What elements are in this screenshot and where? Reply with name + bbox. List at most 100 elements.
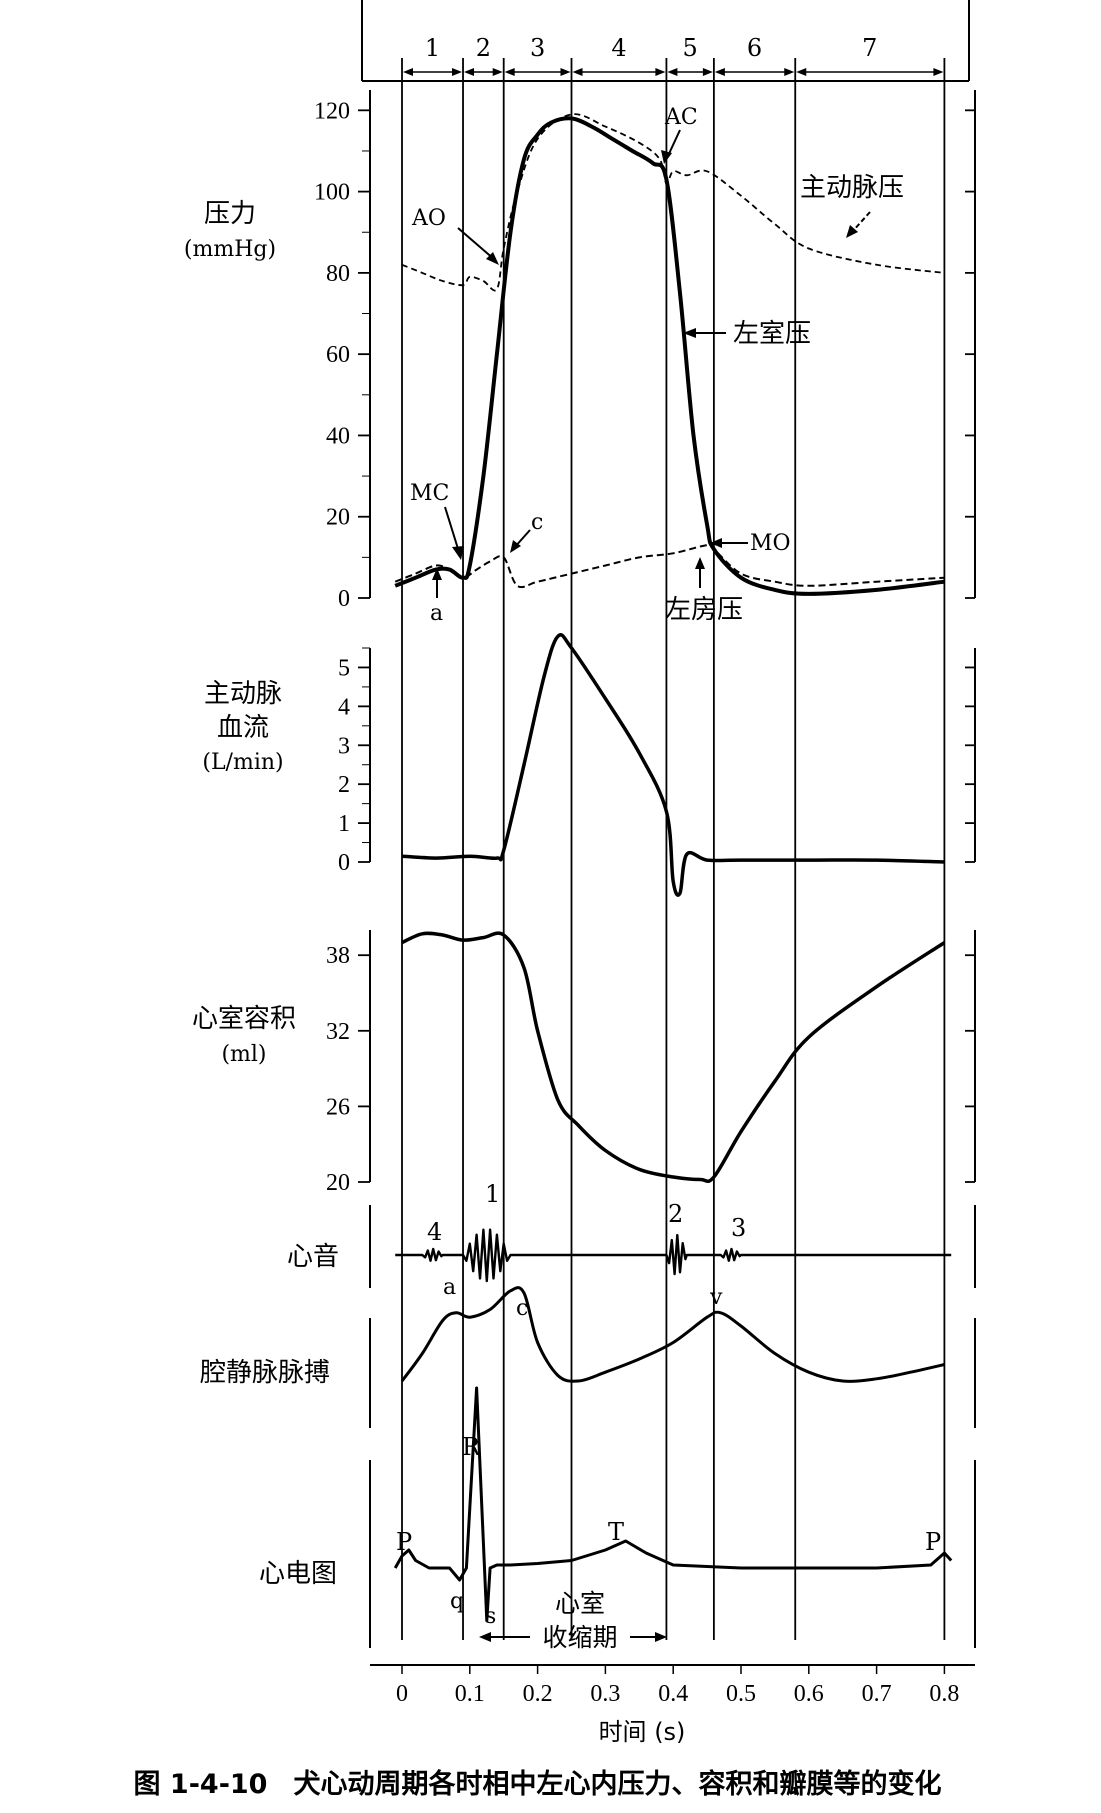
volume-ytick-label-1: 26	[326, 1094, 350, 1120]
x-tick-label-5: 0.5	[726, 1681, 756, 1707]
x-tick-label-1: 0.1	[455, 1681, 485, 1707]
systole-label-2: 收缩期	[542, 1623, 617, 1652]
mc-label: MC	[410, 481, 449, 506]
ecg-s-label: s	[485, 1604, 496, 1629]
atrial-pressure-curve	[394, 543, 945, 589]
heart-sounds-label: 心音	[287, 1242, 339, 1272]
ao-label: AO	[411, 206, 446, 231]
pressure-ytick-label-2: 40	[326, 423, 350, 449]
aortic-arrow-head	[846, 225, 858, 238]
lv-pressure-label: 左室压	[733, 319, 811, 349]
flow-ytick-label-0: 0	[338, 850, 350, 876]
phase-arrow-right-head-6	[784, 68, 795, 76]
pressure-ytick-label-4: 80	[326, 261, 350, 287]
phase-arrow-left-head-4	[572, 68, 583, 76]
la-arrow-head	[695, 557, 705, 569]
pressure-ytick-label-3: 60	[326, 342, 350, 368]
jvp-label: 腔静脉脉搏	[200, 1358, 330, 1388]
ecg-r-label: R	[462, 1433, 481, 1461]
ac-arrow-head	[661, 150, 672, 164]
ecg-p2-label: P	[925, 1528, 941, 1556]
x-tick-label-7: 0.7	[862, 1681, 892, 1707]
x-axis-ticks: 0 0.1 0.2 0.3 0.4 0.5 0.6 0.7 0.8	[396, 1665, 959, 1707]
a-label: a	[430, 601, 443, 626]
aortic-pressure-curve	[401, 113, 945, 292]
aortic-flow-curve	[401, 633, 945, 897]
volume-ylabel: 心室容积	[192, 1004, 296, 1034]
x-tick-label-3: 0.3	[590, 1681, 620, 1707]
systole-label-1: 心室	[555, 1589, 605, 1618]
c-label: c	[531, 510, 543, 535]
phase-lines	[401, 58, 946, 1640]
phase-arrow-right-head-7	[933, 68, 944, 76]
x-tick-label-8: 0.8	[929, 1681, 959, 1707]
phase-arrow-right-head-4	[655, 68, 666, 76]
mo-label: MO	[750, 531, 791, 556]
x-tick-label-6: 0.6	[794, 1681, 824, 1707]
x-axis-label: 时间 (s)	[599, 1718, 686, 1746]
phase-arrow-left-head-6	[714, 68, 725, 76]
flow-ylabel-2: 血流	[217, 713, 269, 743]
systole-arrow-right-head	[655, 1632, 667, 1642]
ecg-p-label: P	[396, 1528, 412, 1556]
a-arrow-head	[432, 568, 442, 580]
flow-ytick-label-2: 2	[338, 772, 350, 798]
x-tick-label-2: 0.2	[523, 1681, 553, 1707]
mc-arrow-head	[452, 546, 464, 560]
x-tick-label-4: 0.4	[658, 1681, 688, 1707]
flow-ytick-label-3: 3	[338, 733, 350, 759]
volume-ytick-label-2: 32	[326, 1019, 350, 1045]
mo-arrow-head	[710, 538, 722, 548]
phase-label-5: 5	[683, 34, 698, 62]
jvp-v-label: v	[709, 1285, 723, 1310]
pressure-ytick-label-6: 120	[314, 98, 350, 124]
x-tick-label-0: 0	[396, 1681, 408, 1707]
pressure-ytick-label-0: 0	[338, 586, 350, 612]
ecg-curve	[393, 1386, 953, 1622]
phase-arrow-left-head-2	[464, 68, 475, 76]
phase-label-4: 4	[611, 34, 626, 62]
ac-label: AC	[664, 105, 698, 130]
caption-text: 犬心动周期各时相中左心内压力、容积和瓣膜等的变化	[293, 1769, 942, 1800]
systole-arrow-left-head	[479, 1632, 491, 1642]
phase-arrow-left-head-1	[403, 68, 413, 76]
c-arrow-head	[510, 540, 521, 553]
phase-arrow-left-head-7	[796, 68, 807, 76]
aortic-arrow	[851, 211, 871, 233]
jvp-curve	[400, 1286, 945, 1383]
ventricular-volume-curve	[401, 931, 946, 1184]
phase-label-6: 6	[747, 34, 762, 62]
lv-pressure-curve	[394, 116, 945, 596]
phase-label-2: 2	[476, 34, 491, 62]
la-pressure-label: 左房压	[665, 595, 743, 625]
phase-label-7: 7	[862, 34, 877, 62]
volume-ytick-label-3: 38	[326, 943, 350, 969]
ecg-label: 心电图	[259, 1559, 337, 1589]
aortic-pressure-label: 主动脉压	[800, 173, 904, 203]
volume-ytick-label-0: 20	[326, 1170, 350, 1196]
flow-ytick-label-5: 5	[338, 655, 350, 681]
phase-arrow-right-head-3	[560, 68, 571, 76]
ecg-t-label: T	[608, 1518, 624, 1546]
phase-arrow-right-head-1	[452, 68, 463, 76]
jvp-a-label: a	[443, 1275, 456, 1300]
phase-arrow-right-head-2	[492, 68, 503, 76]
ecg-q-label: q	[450, 1589, 464, 1614]
ao-arrow	[457, 227, 496, 261]
sound-1-label: 1	[485, 1180, 500, 1208]
sound-2-label: 2	[668, 1200, 683, 1228]
flow-ytick-label-1: 1	[338, 811, 350, 837]
mc-arrow	[444, 506, 460, 553]
ao-arrow-head	[486, 252, 499, 265]
caption-number: 图 1-4-10	[133, 1769, 268, 1800]
curves	[393, 113, 953, 1622]
pressure-ylabel: 压力	[204, 199, 256, 229]
phase-label-1: 1	[425, 34, 440, 62]
pressure-ylabel-unit: (mmHg)	[184, 237, 276, 262]
volume-ylabel-unit: (ml)	[221, 1042, 266, 1067]
jvp-c-label: c	[516, 1296, 528, 1321]
pressure-ytick-label-1: 20	[326, 505, 350, 531]
sound-3-label: 3	[731, 1214, 746, 1242]
